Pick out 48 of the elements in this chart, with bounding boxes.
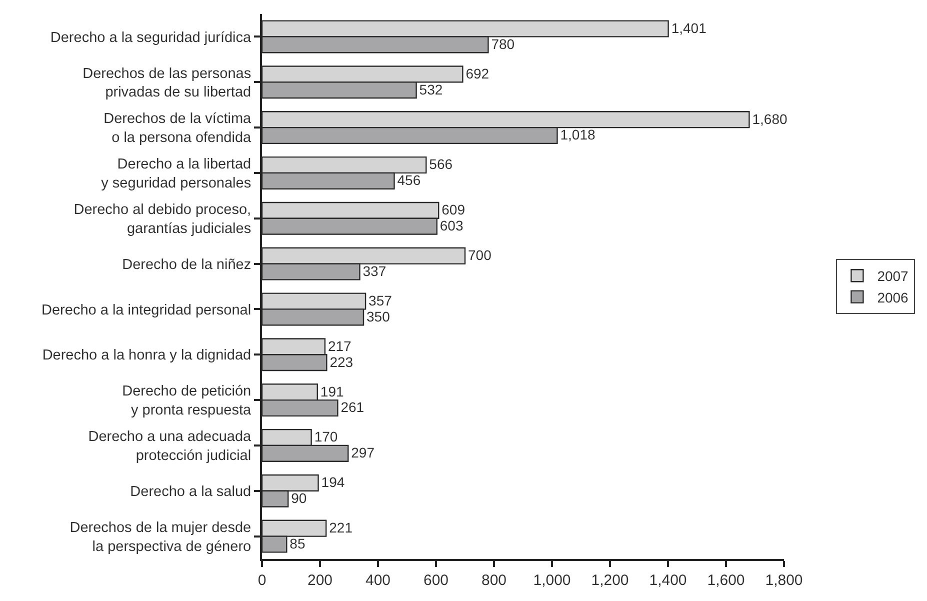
y-tick-label: Derecho a la libertad y seguridad personales: [101, 156, 252, 192]
x-tick-label: 0: [258, 572, 266, 589]
y-tick-label: Derecho de petición y pronta respuesta: [122, 384, 252, 419]
data-label: 261: [340, 399, 364, 416]
data-label: 780: [491, 36, 515, 52]
x-tick-label: 1,400: [649, 572, 687, 589]
legend-label: 2006: [877, 289, 909, 306]
legend-label: 2007: [877, 268, 909, 284]
x-tick-label: 600: [423, 572, 449, 589]
data-label: 1,680: [752, 110, 788, 127]
y-tick-label: Derecho a la integridad personal: [42, 302, 252, 318]
x-tick-label: 1,600: [707, 572, 745, 589]
data-label: 1,401: [671, 20, 707, 36]
data-label: 350: [366, 308, 390, 324]
data-label: 297: [351, 444, 375, 461]
data-label: 692: [466, 65, 490, 82]
y-tick-label: Derechos de las personas privadas de su libertad: [82, 66, 252, 101]
data-label: 221: [329, 520, 353, 536]
data-label: 456: [397, 172, 421, 188]
data-label: 337: [362, 262, 386, 279]
x-tick-label: 1,200: [591, 572, 629, 589]
data-label: 700: [468, 247, 492, 264]
y-tick-label: Derecho a la seguridad jurídica: [50, 30, 252, 46]
x-tick-label: 200: [307, 572, 333, 589]
y-tick-label: Derechos de la mujer desde la perspectiva de género: [70, 520, 252, 555]
y-tick-label: Derecho a la honra y la dignidad: [42, 348, 252, 364]
x-tick-label: 1,000: [533, 572, 571, 589]
data-label: 1,018: [560, 126, 596, 143]
data-label: 85: [290, 535, 306, 552]
y-tick-label: Derecho a una adecuada protección judicial: [88, 429, 252, 464]
data-label: 191: [320, 383, 344, 400]
x-tick-label: 1,800: [765, 572, 803, 589]
data-label: 609: [442, 202, 466, 218]
data-label: 532: [419, 81, 443, 98]
data-label: 603: [440, 218, 464, 234]
data-label: 170: [314, 428, 338, 445]
x-tick-label: 400: [365, 572, 391, 589]
y-tick-label: Derecho de la niñez: [122, 256, 252, 273]
data-label: 357: [368, 292, 392, 308]
data-label: 223: [330, 354, 354, 370]
data-label: 194: [321, 474, 345, 490]
y-tick-label: Derechos de la víctima o la persona ofendida: [104, 111, 252, 146]
y-tick-label: Derecho al debido proceso, garantías judiciales: [74, 202, 252, 237]
data-label: 566: [429, 156, 453, 172]
data-label: 217: [328, 338, 352, 354]
x-tick-label: 800: [481, 572, 507, 589]
y-tick-label: Derecho a la salud: [130, 484, 252, 500]
data-label: 90: [291, 490, 307, 506]
